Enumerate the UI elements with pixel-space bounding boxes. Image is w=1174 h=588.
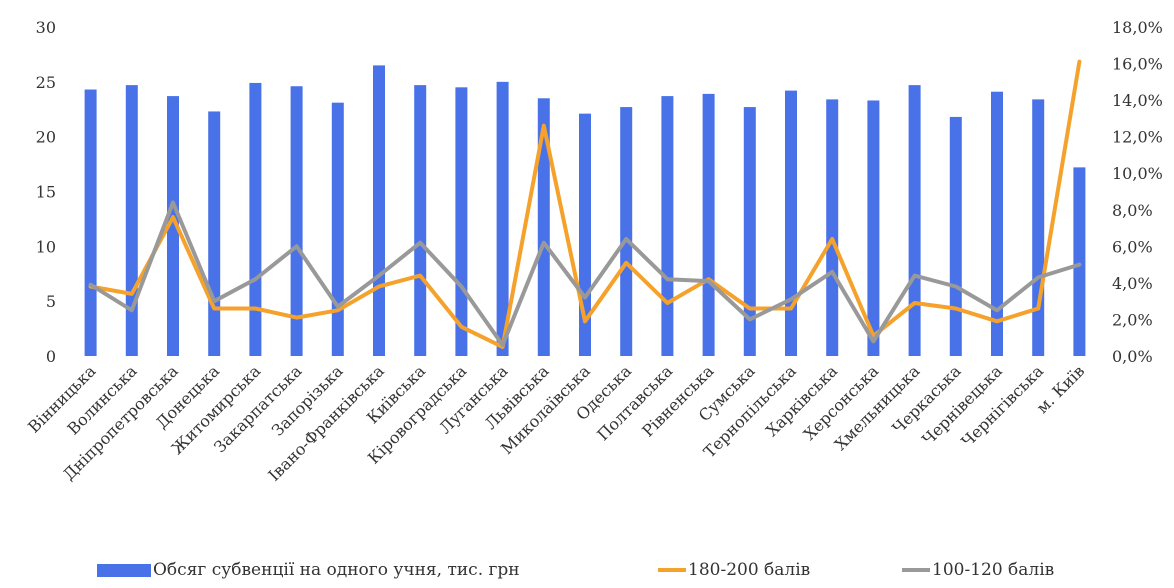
right-tick-label: 0,0% <box>1112 347 1153 366</box>
bar-7 <box>373 65 385 356</box>
left-tick-label: 0 <box>46 347 56 366</box>
right-tick-label: 18,0% <box>1112 18 1163 37</box>
bar-6 <box>331 102 344 356</box>
left-tick-label: 20 <box>36 128 56 147</box>
bar-2 <box>167 96 179 356</box>
bar-8 <box>414 85 427 356</box>
bar-18 <box>826 99 839 356</box>
bar-5 <box>290 86 303 356</box>
right-axis-ticks: 0,0% 2,0% 4,0% 6,0% 8,0% 10,0% 12,0% 14,0% 16,0%… <box>1112 18 1163 366</box>
left-tick-label: 15 <box>36 183 56 202</box>
left-tick-label: 25 <box>36 73 56 92</box>
bar-10 <box>496 81 509 356</box>
category-labels: ВінницькаВолинськаДніпропетровськаДонець… <box>24 361 1088 485</box>
right-tick-label: 8,0% <box>1112 201 1153 220</box>
bar-21 <box>949 116 962 356</box>
right-tick-label: 4,0% <box>1112 274 1153 293</box>
right-tick-label: 10,0% <box>1112 164 1163 183</box>
right-tick-label: 2,0% <box>1112 310 1153 329</box>
left-tick-label: 10 <box>36 237 56 256</box>
bar-16 <box>743 107 756 356</box>
bar-22 <box>991 91 1003 356</box>
bar-20 <box>908 85 921 356</box>
legend-label-2: 100-120 балів <box>932 560 1054 580</box>
bar-17 <box>785 90 797 357</box>
right-tick-label: 14,0% <box>1112 91 1163 110</box>
bar-19 <box>867 100 880 356</box>
bar-4 <box>249 82 262 357</box>
legend-swatch-0 <box>97 564 151 577</box>
bar-1 <box>125 85 138 356</box>
left-tick-label: 5 <box>46 292 56 311</box>
right-tick-label: 16,0% <box>1112 55 1163 74</box>
line-series-1 <box>88 59 1082 349</box>
bar-11 <box>537 98 550 357</box>
bar-13 <box>620 107 633 356</box>
line-series-2 <box>88 200 1082 347</box>
bar-23 <box>1032 99 1045 356</box>
right-tick-label: 6,0% <box>1112 237 1153 256</box>
bar-15 <box>702 93 715 356</box>
bar-9 <box>455 87 468 357</box>
legend: Обсяг субвенції на одного учня, тис. грн… <box>97 560 1054 580</box>
bar-series-group <box>84 65 1086 357</box>
bar-24 <box>1073 167 1086 356</box>
line-series-group <box>88 59 1082 349</box>
legend-label-0: Обсяг субвенції на одного учня, тис. грн <box>153 560 520 580</box>
right-tick-label: 12,0% <box>1112 128 1163 147</box>
left-axis-ticks: 0 5 10 15 20 25 30 <box>36 18 56 366</box>
bar-0 <box>84 89 97 356</box>
bar-3 <box>208 111 221 357</box>
bar-14 <box>661 96 674 356</box>
legend-label-1: 180-200 балів <box>688 560 810 580</box>
left-tick-label: 30 <box>36 18 56 37</box>
